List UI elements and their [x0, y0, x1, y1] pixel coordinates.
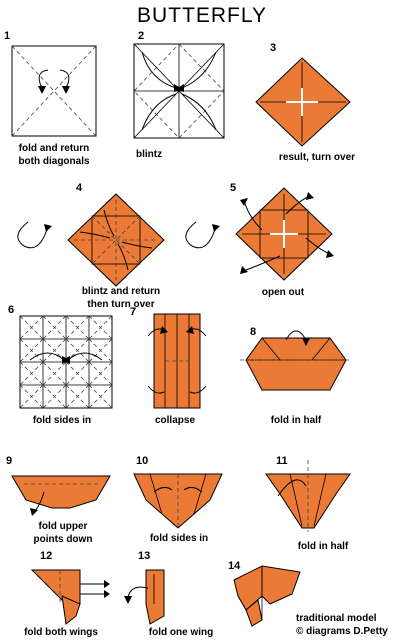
step-12-caption: fold both wings	[24, 627, 98, 638]
step-9-number: 9	[6, 455, 13, 467]
crease-line	[88, 384, 113, 409]
crease-line	[19, 315, 44, 340]
crease-line	[88, 361, 113, 386]
crease-line	[65, 361, 90, 386]
step-6-number: 6	[8, 304, 15, 316]
credit: traditional model © diagrams D.Petty	[296, 612, 404, 638]
step-8-caption: fold in half	[270, 415, 322, 426]
crease-line	[42, 361, 67, 386]
step-4-number: 4	[76, 182, 83, 194]
step-2-caption: blintz	[136, 149, 163, 160]
step-11-caption: fold in half	[297, 541, 349, 552]
credit-author: © diagrams D.Petty	[296, 626, 388, 637]
step-10-number: 10	[136, 455, 149, 467]
step-12-number: 12	[40, 550, 53, 562]
step-2-number: 2	[138, 30, 145, 42]
step-3-number: 3	[270, 42, 277, 54]
step-1-number: 1	[4, 30, 11, 42]
crease-line	[65, 384, 90, 409]
step-11-number: 11	[276, 455, 288, 467]
crease-line	[19, 338, 44, 363]
step-10-caption: fold sides in	[149, 533, 209, 544]
step-5-number: 5	[230, 182, 237, 194]
crease-line	[65, 315, 90, 340]
step-5-caption: open out	[261, 287, 305, 298]
step-14-number: 14	[228, 560, 241, 572]
step-4-caption: blintz and return then turn over	[81, 286, 161, 310]
crease-line	[42, 384, 67, 409]
crease-line	[42, 315, 67, 340]
step-1-caption: fold and return both diagonals	[18, 143, 90, 167]
crease-line	[19, 361, 44, 386]
step-3-caption: result, turn over	[278, 152, 356, 163]
step-7-caption: collapse	[154, 415, 196, 426]
crease-line	[42, 338, 67, 363]
step-7-number: 7	[130, 306, 137, 318]
step-8-number: 8	[250, 326, 257, 338]
crease-line	[65, 338, 90, 363]
step-9-caption: fold upper points down	[33, 521, 93, 545]
diagram-title: BUTTERFLY	[137, 4, 267, 27]
credit-model: traditional model	[296, 613, 377, 624]
step-6-caption: fold sides in	[32, 415, 92, 426]
step-13-number: 13	[138, 550, 151, 562]
crease-line	[88, 338, 113, 363]
crease-line	[19, 384, 44, 409]
crease-line	[88, 315, 113, 340]
step-13-caption: fold one wing	[148, 627, 214, 638]
